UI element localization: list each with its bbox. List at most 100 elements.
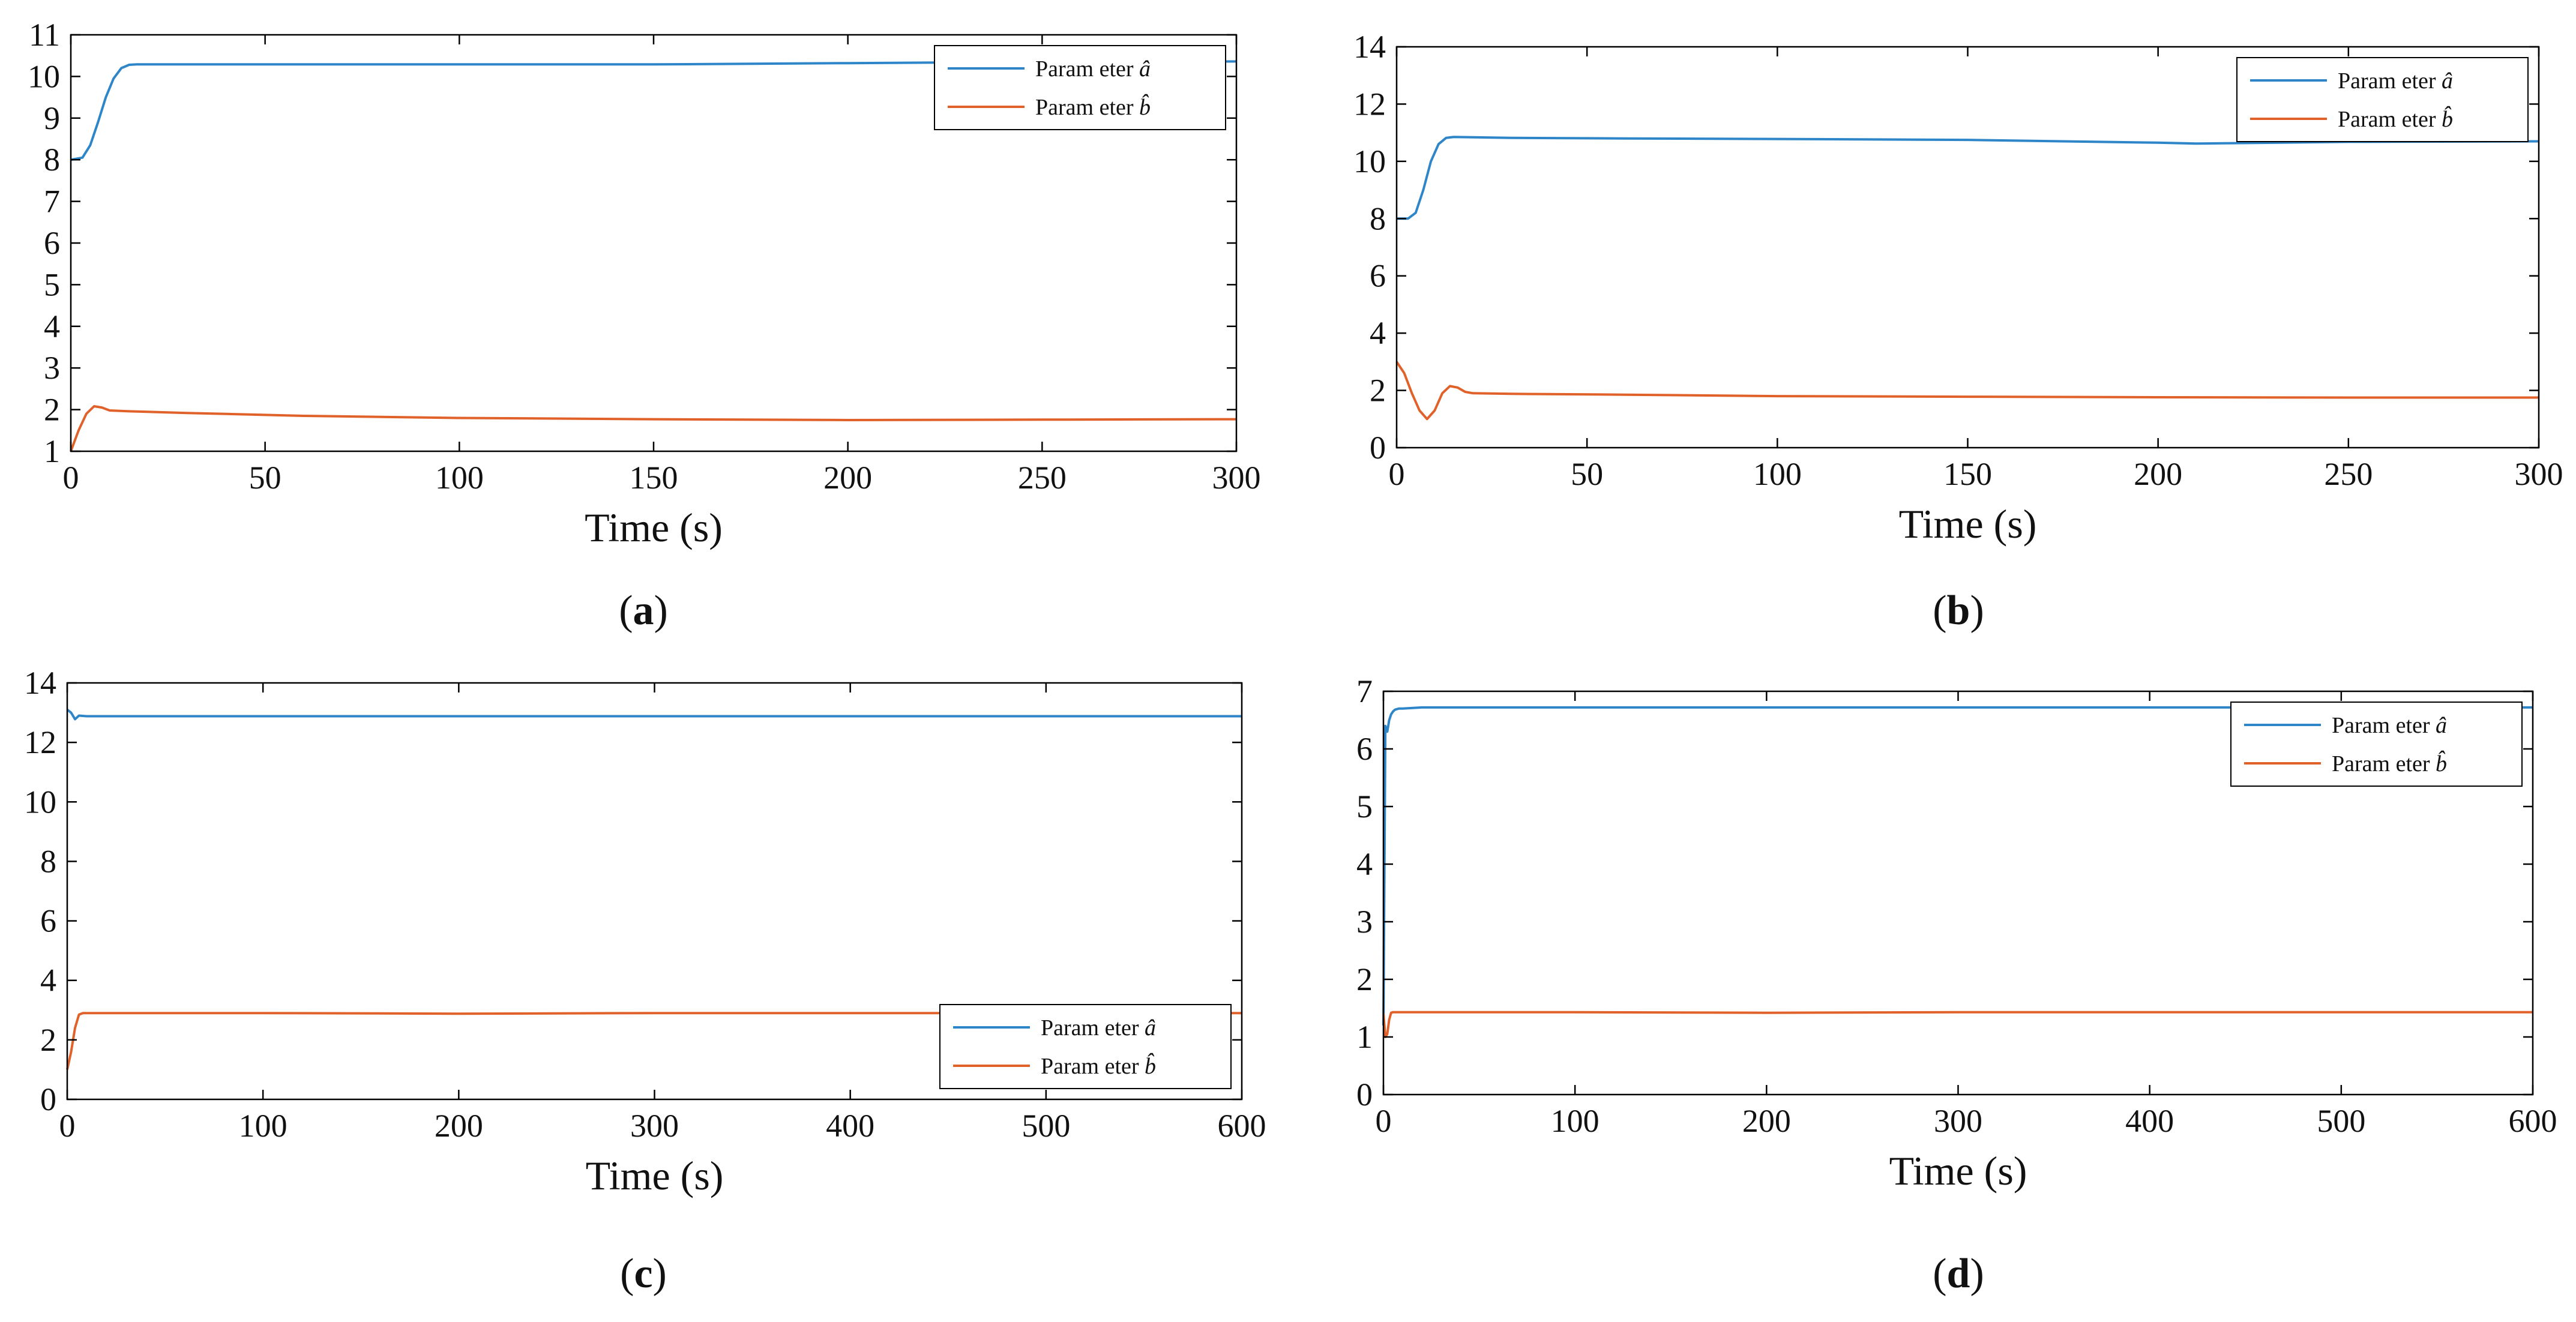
y-tick-label: 4: [40, 963, 56, 999]
x-tick-label: 0: [1376, 1103, 1392, 1139]
x-tick-label: 300: [1212, 460, 1261, 496]
x-tick-label: 150: [1943, 456, 1992, 492]
series-line-b-a-hat: [1397, 136, 2539, 220]
y-tick-label: 8: [40, 843, 56, 879]
y-tick-label: 2: [44, 392, 60, 428]
y-tick-label: 3: [44, 350, 60, 386]
legend-box: [939, 1004, 1232, 1089]
panel-caption: (a): [619, 587, 668, 634]
x-tick-label: 100: [1551, 1103, 1599, 1139]
y-tick-label: 10: [24, 784, 56, 820]
panel-caption: (d): [1933, 1251, 1984, 1297]
x-axis-label: Time (s): [586, 1153, 724, 1198]
y-tick-label: 4: [44, 308, 60, 344]
y-tick-label: 6: [1370, 258, 1386, 294]
legend-entry-label: Param eter â: [1035, 56, 1151, 82]
x-axis-label: Time (s): [1889, 1148, 2027, 1194]
legend-entry-label: Param eter b̂: [2332, 750, 2447, 777]
series-line-c-a-hat: [66, 709, 1242, 721]
legend: Param eter â Param eter b̂: [934, 45, 1226, 130]
chart-panel-b: 0 50 100 150 200 250 300 0 2 4 6 8 10 12 14 Time (s) (b)…: [1353, 29, 2563, 634]
y-tick-label: 5: [44, 266, 60, 302]
x-axis-label: Time (s): [1899, 501, 2037, 547]
x-tick-label: 50: [1571, 456, 1603, 492]
x-tick-label: 500: [1022, 1108, 1070, 1144]
panel-caption: (b): [1933, 587, 1984, 634]
y-tick-label: 1: [1356, 1019, 1373, 1055]
legend-entry-label: Param eter â: [2338, 68, 2453, 94]
y-tick-label: 2: [1370, 373, 1386, 409]
y-tick-label: 12: [24, 724, 56, 760]
x-tick-label: 500: [2317, 1103, 2365, 1139]
y-tick-label: 4: [1370, 315, 1386, 351]
x-tick-label: 50: [249, 460, 281, 496]
chart-panel-d: 0 100 200 300 400 500 600 0 1 2 3 4 5 6 7 Time (s) (d) Pa…: [1356, 673, 2557, 1297]
x-tick-label: 200: [1742, 1103, 1791, 1139]
y-tick-label: 3: [1356, 904, 1373, 940]
x-tick-label: 300: [2515, 456, 2563, 492]
y-tick-label: 1: [44, 433, 60, 469]
x-tick-label: 300: [1934, 1103, 1982, 1139]
series-line-a-a-hat: [70, 60, 1237, 161]
x-tick-label: 200: [2134, 456, 2182, 492]
y-tick-label: 4: [1356, 846, 1373, 882]
y-tick-label: 5: [1356, 789, 1373, 825]
y-tick-label: 0: [40, 1081, 56, 1117]
x-tick-label: 300: [630, 1108, 679, 1144]
series-line-c-b-hat: [66, 1012, 1242, 1070]
y-tick-label: 7: [44, 184, 60, 220]
y-tick-label: 6: [40, 903, 56, 939]
legend: Param eter â Param eter b̂: [939, 1004, 1232, 1089]
x-axis-label: Time (s): [585, 505, 723, 550]
legend: Param eter â Param eter b̂: [2236, 57, 2529, 142]
legend-entry-label: Param eter â: [2332, 713, 2447, 738]
x-tick-label: 200: [823, 460, 872, 496]
legend: Param eter â Param eter b̂: [2230, 702, 2523, 787]
legend-entry-label: Param eter b̂: [1035, 94, 1151, 120]
y-tick-label: 2: [1356, 961, 1373, 997]
y-tick-label: 0: [1356, 1077, 1373, 1113]
y-tick-label: 0: [1370, 430, 1386, 466]
x-tick-label: 200: [435, 1108, 483, 1144]
legend-box: [2236, 57, 2529, 142]
chart-panel-a: 0 50 100 150 200 250 300 1 2 3 4 5 6 7 8 9 10 11 Time (s) (…: [28, 17, 1261, 634]
x-tick-label: 150: [630, 460, 678, 496]
x-tick-label: 0: [63, 460, 79, 496]
series-line-d-a-hat: [1382, 706, 2533, 1026]
y-tick-label: 8: [1370, 200, 1386, 236]
chart-panel-c: 0 100 200 300 400 500 600 0 2 4 6 8 10 12 14 Time (s) (c…: [24, 665, 1266, 1297]
legend-entry-label: Param eter b̂: [2338, 106, 2453, 132]
y-tick-label: 6: [1356, 731, 1373, 767]
x-tick-label: 600: [2509, 1103, 2557, 1139]
x-tick-label: 600: [1218, 1108, 1266, 1144]
y-tick-label: 10: [28, 58, 60, 94]
x-tick-label: 100: [239, 1108, 287, 1144]
y-tick-label: 9: [44, 100, 60, 136]
legend-box: [934, 45, 1226, 130]
series-line-d-b-hat: [1382, 1011, 2533, 1038]
x-tick-label: 100: [435, 460, 484, 496]
legend-box: [2230, 702, 2523, 787]
legend-entry-label: Param eter â: [1041, 1015, 1156, 1041]
x-tick-label: 100: [1753, 456, 1802, 492]
series-line-a-b-hat: [70, 405, 1237, 452]
x-tick-label: 250: [2324, 456, 2373, 492]
y-tick-label: 10: [1353, 143, 1386, 179]
x-tick-label: 0: [1389, 456, 1405, 492]
y-tick-label: 11: [29, 17, 60, 53]
legend-entry-label: Param eter b̂: [1041, 1053, 1156, 1079]
y-tick-label: 14: [24, 665, 56, 701]
y-tick-label: 7: [1356, 673, 1373, 709]
y-tick-label: 12: [1353, 86, 1386, 122]
panel-caption: (c): [620, 1251, 667, 1297]
y-tick-label: 6: [44, 225, 60, 261]
y-tick-label: 14: [1353, 29, 1386, 65]
x-tick-label: 250: [1018, 460, 1067, 496]
series-line-b-b-hat: [1395, 361, 2539, 421]
y-tick-label: 2: [40, 1022, 56, 1058]
x-tick-label: 400: [2125, 1103, 2174, 1139]
y-tick-label: 8: [44, 142, 60, 178]
x-tick-label: 400: [826, 1108, 874, 1144]
x-tick-label: 0: [59, 1108, 76, 1144]
